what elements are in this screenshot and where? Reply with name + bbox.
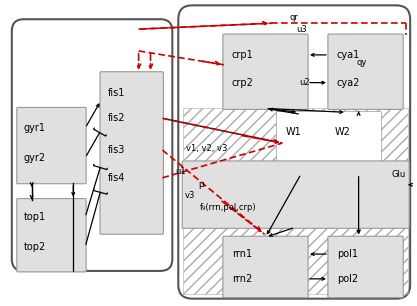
Text: gyr1: gyr1: [24, 123, 46, 133]
Text: Glu: Glu: [391, 170, 406, 179]
Text: rrn2: rrn2: [232, 274, 252, 284]
Text: top2: top2: [24, 242, 46, 252]
Text: crp1: crp1: [232, 50, 254, 60]
Text: pol2: pol2: [337, 274, 358, 284]
Text: v1, v2, v3: v1, v2, v3: [186, 144, 228, 153]
Text: u1: u1: [175, 167, 186, 176]
Text: gyr2: gyr2: [24, 153, 46, 163]
Text: top1: top1: [24, 212, 46, 222]
Text: fis4: fis4: [108, 173, 125, 183]
Text: cya1: cya1: [337, 50, 360, 60]
FancyBboxPatch shape: [328, 236, 403, 298]
Text: f₉(rrn,pol,crp): f₉(rrn,pol,crp): [200, 203, 257, 212]
Text: v3: v3: [185, 191, 196, 200]
FancyBboxPatch shape: [223, 34, 308, 110]
FancyBboxPatch shape: [223, 236, 308, 298]
Bar: [183, 108, 408, 294]
Text: u2: u2: [299, 78, 310, 87]
Text: qr: qr: [289, 13, 298, 22]
Text: μ: μ: [198, 180, 204, 189]
Text: crp2: crp2: [232, 78, 254, 88]
FancyBboxPatch shape: [12, 19, 172, 271]
Text: fis2: fis2: [108, 113, 126, 123]
Text: W1: W1: [285, 127, 301, 137]
FancyBboxPatch shape: [178, 5, 410, 299]
FancyBboxPatch shape: [100, 72, 163, 234]
Text: pol1: pol1: [337, 249, 358, 259]
FancyBboxPatch shape: [17, 199, 86, 272]
FancyBboxPatch shape: [276, 111, 382, 175]
Text: cya2: cya2: [337, 78, 360, 88]
Text: u3: u3: [296, 25, 307, 34]
Text: W2: W2: [335, 127, 351, 137]
Text: rrn1: rrn1: [232, 249, 252, 259]
FancyBboxPatch shape: [182, 161, 409, 228]
Text: fis3: fis3: [108, 145, 125, 155]
FancyBboxPatch shape: [328, 34, 403, 110]
Text: qy: qy: [357, 58, 367, 67]
FancyBboxPatch shape: [17, 107, 86, 184]
Text: fis1: fis1: [108, 88, 125, 98]
